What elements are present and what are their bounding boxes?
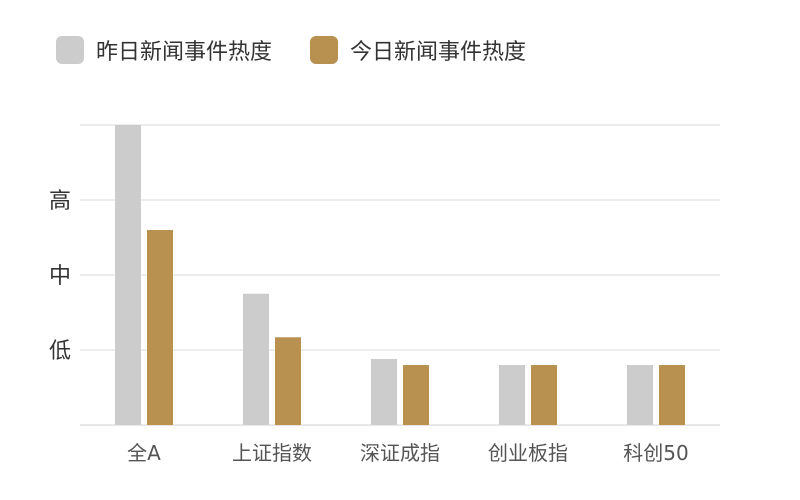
bar-yesterday-1 [243, 294, 269, 425]
y-tick-label-0: 高 [49, 189, 71, 214]
x-tick-label-0: 全A [127, 441, 161, 465]
x-tick-label-3: 创业板指 [488, 441, 568, 465]
bar-today-2 [403, 365, 429, 425]
x-tick-label-2: 深证成指 [360, 441, 440, 465]
y-axis-ticks: 高中低 [49, 189, 71, 364]
grid-lines [80, 125, 720, 425]
y-tick-label-1: 中 [49, 264, 71, 289]
x-tick-label-4: 科创50 [623, 441, 688, 465]
bar-today-3 [531, 365, 557, 425]
bar-yesterday-3 [499, 365, 525, 425]
y-tick-label-2: 低 [49, 339, 71, 364]
bar-yesterday-4 [627, 365, 653, 425]
bar-today-4 [659, 365, 685, 425]
x-axis-ticks: 全A 上证指数 深证成指 创业板指 科创50 [127, 441, 689, 465]
bar-yesterday-0 [115, 125, 141, 425]
bar-yesterday-2 [371, 359, 397, 425]
bar-today-0 [147, 230, 173, 425]
x-tick-label-1: 上证指数 [232, 441, 312, 465]
bar-today-1 [275, 337, 301, 425]
